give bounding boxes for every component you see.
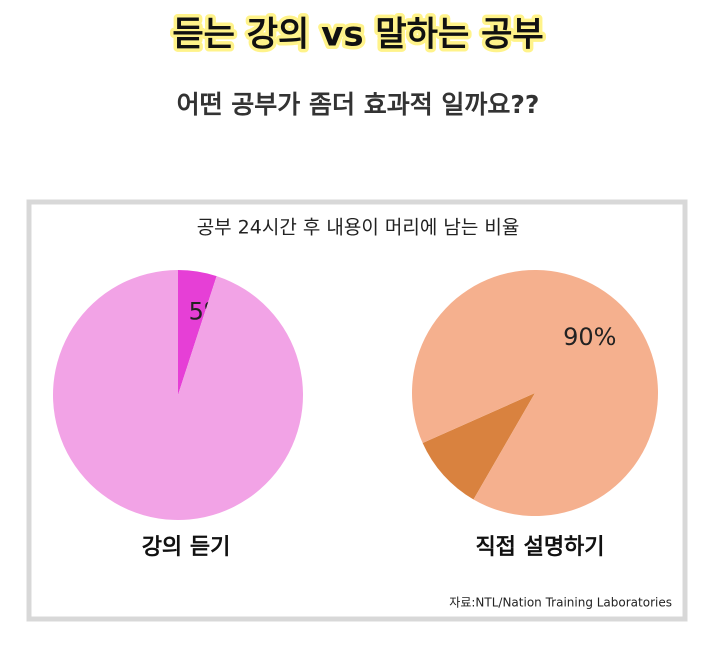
pie-label: 직접 설명하기 (475, 535, 604, 560)
pie-slice (178, 270, 217, 395)
pie-slice (412, 270, 658, 516)
box-title: 공부 24시간 후 내용이 머리에 남는 비율 (197, 217, 520, 239)
subtitle: 어떤 공부가 좀더 효과적 일까요?? (177, 90, 540, 119)
pie-slice (422, 393, 535, 500)
title: 듣는 강의 vs 말하는 공부 (172, 15, 543, 55)
pie-slice (52, 270, 303, 520)
source: 자료:NTL/Nation Training Laboratories (449, 596, 672, 610)
value-label: 90% (563, 323, 616, 351)
pie-label: 강의 듣기 (142, 535, 231, 560)
